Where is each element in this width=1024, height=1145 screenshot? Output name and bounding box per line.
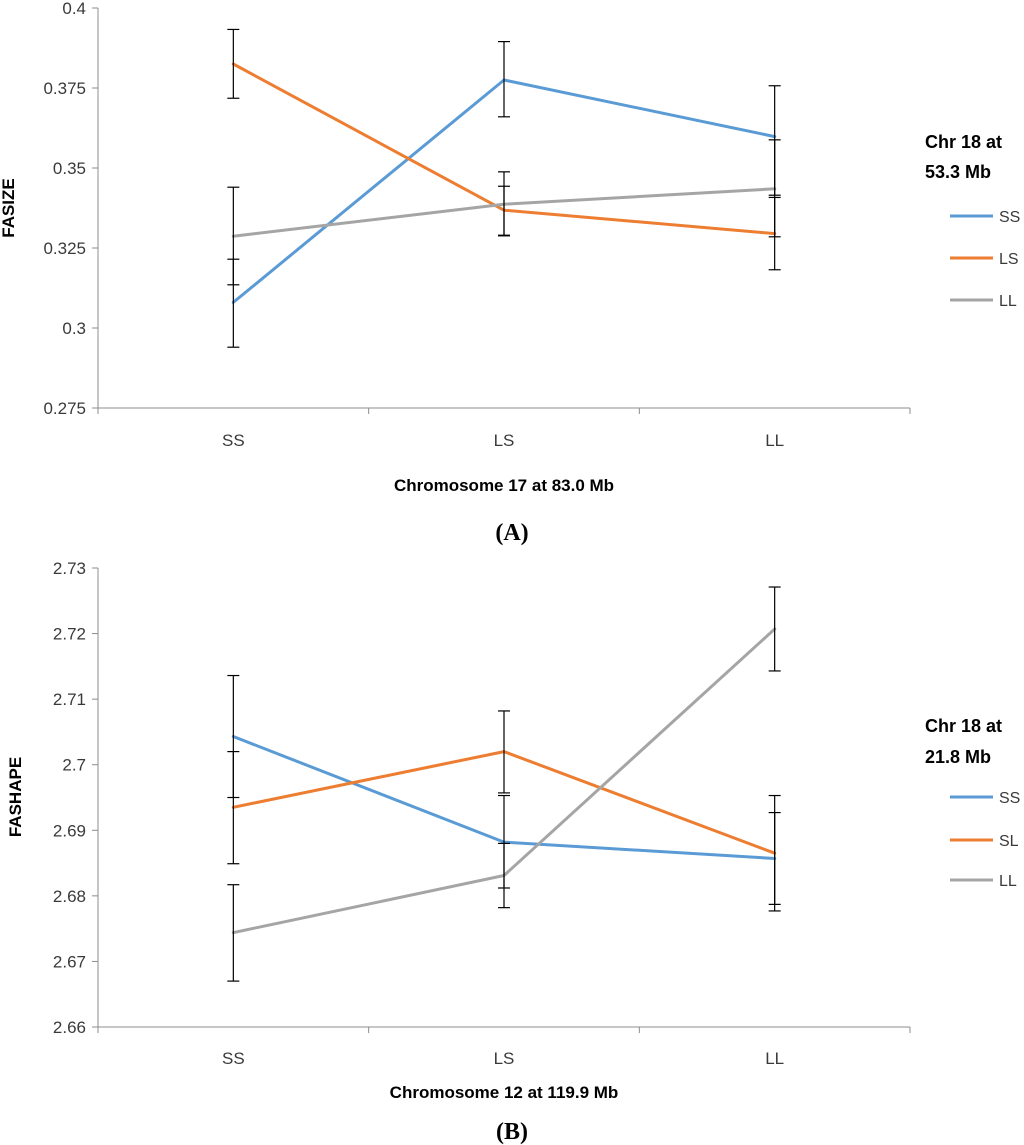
chart-a-y-tick-label: 0.4 xyxy=(62,0,86,18)
chart-b-legend-title: 21.8 Mb xyxy=(925,747,991,767)
chart-b-y-tick-label: 2.67 xyxy=(53,952,86,971)
chart-a-legend-title: 53.3 Mb xyxy=(925,162,991,182)
chart-b-error-bar xyxy=(498,842,510,909)
chart-a-error-bar xyxy=(498,40,510,118)
chart-a-x-tick-label: LS xyxy=(494,431,515,450)
chart-b-legend-label-sl: SL xyxy=(999,833,1019,850)
chart-a-error-bar xyxy=(768,139,781,238)
chart-b-legend-label-ss: SS xyxy=(999,790,1020,807)
chart-b-x-tick-label: LL xyxy=(765,1049,784,1068)
chart-a-x-tick-label: LL xyxy=(765,431,784,450)
chart-b-legend-label-ll: LL xyxy=(999,873,1017,890)
chart-b-y-tick-label: 2.66 xyxy=(53,1018,86,1037)
chart-b-y-tick-label: 2.68 xyxy=(53,887,86,906)
chart-a: 0.4 0.375 0.35 0.325 0.3 0.275 SS LS LL Chromosom… xyxy=(0,0,1020,546)
chart-b-error-bar xyxy=(768,586,781,672)
chart-a-panel-label: (A) xyxy=(495,520,528,546)
chart-a-error-bar xyxy=(227,28,240,99)
chart-a-y-tick-label: 0.375 xyxy=(43,79,86,98)
chart-a-x-tick-label: SS xyxy=(222,431,245,450)
chart-a-legend-label-ls: LS xyxy=(999,251,1019,268)
chart-a-y-tick-label: 0.275 xyxy=(43,399,86,418)
chart-b-y-tick-label: 2.7 xyxy=(62,756,86,775)
chart-a-legend-label-ss: SS xyxy=(999,209,1020,226)
chart-a-y-tick-label: 0.3 xyxy=(62,319,86,338)
chart-a-y-tick-label: 0.325 xyxy=(43,239,86,258)
chart-b-error-bar xyxy=(227,884,240,982)
chart-b-error-bar xyxy=(227,750,240,865)
chart-b-y-tick-label: 2.72 xyxy=(53,625,86,644)
chart-b-y-tick-label: 2.73 xyxy=(53,559,86,578)
chart-a-legend-title: Chr 18 at xyxy=(925,132,1002,152)
chart-b-panel-label: (B) xyxy=(496,1119,528,1145)
chart-a-y-axis-title: FASIZE xyxy=(0,178,18,238)
chart-b-x-tick-label: LS xyxy=(494,1049,515,1068)
chart-a-legend: Chr 18 at 53.3 Mb SS LS LL xyxy=(925,132,1020,310)
chart-b-y-axis-title: FASHAPE xyxy=(6,757,25,837)
chart-b-error-bar xyxy=(768,794,781,912)
chart-a-x-axis-title: Chromosome 17 at 83.0 Mb xyxy=(394,476,614,495)
chart-b-x-tick-label: SS xyxy=(222,1049,245,1068)
chart-a-error-bar xyxy=(227,186,240,286)
chart-b-y-tick-label: 2.71 xyxy=(53,690,86,709)
chart-a-legend-label-ll: LL xyxy=(999,293,1017,310)
chart-b-legend: Chr 18 at 21.8 Mb SS SL LL xyxy=(925,716,1020,890)
chart-b-legend-title: Chr 18 at xyxy=(925,716,1002,736)
chart-a-error-bar xyxy=(498,171,510,237)
chart-b-x-axis-title: Chromosome 12 at 119.9 Mb xyxy=(390,1083,619,1102)
chart-b-error-bar xyxy=(498,710,510,794)
chart-b-y-tick-label: 2.69 xyxy=(53,821,86,840)
chart-a-y-tick-label: 0.35 xyxy=(53,159,86,178)
